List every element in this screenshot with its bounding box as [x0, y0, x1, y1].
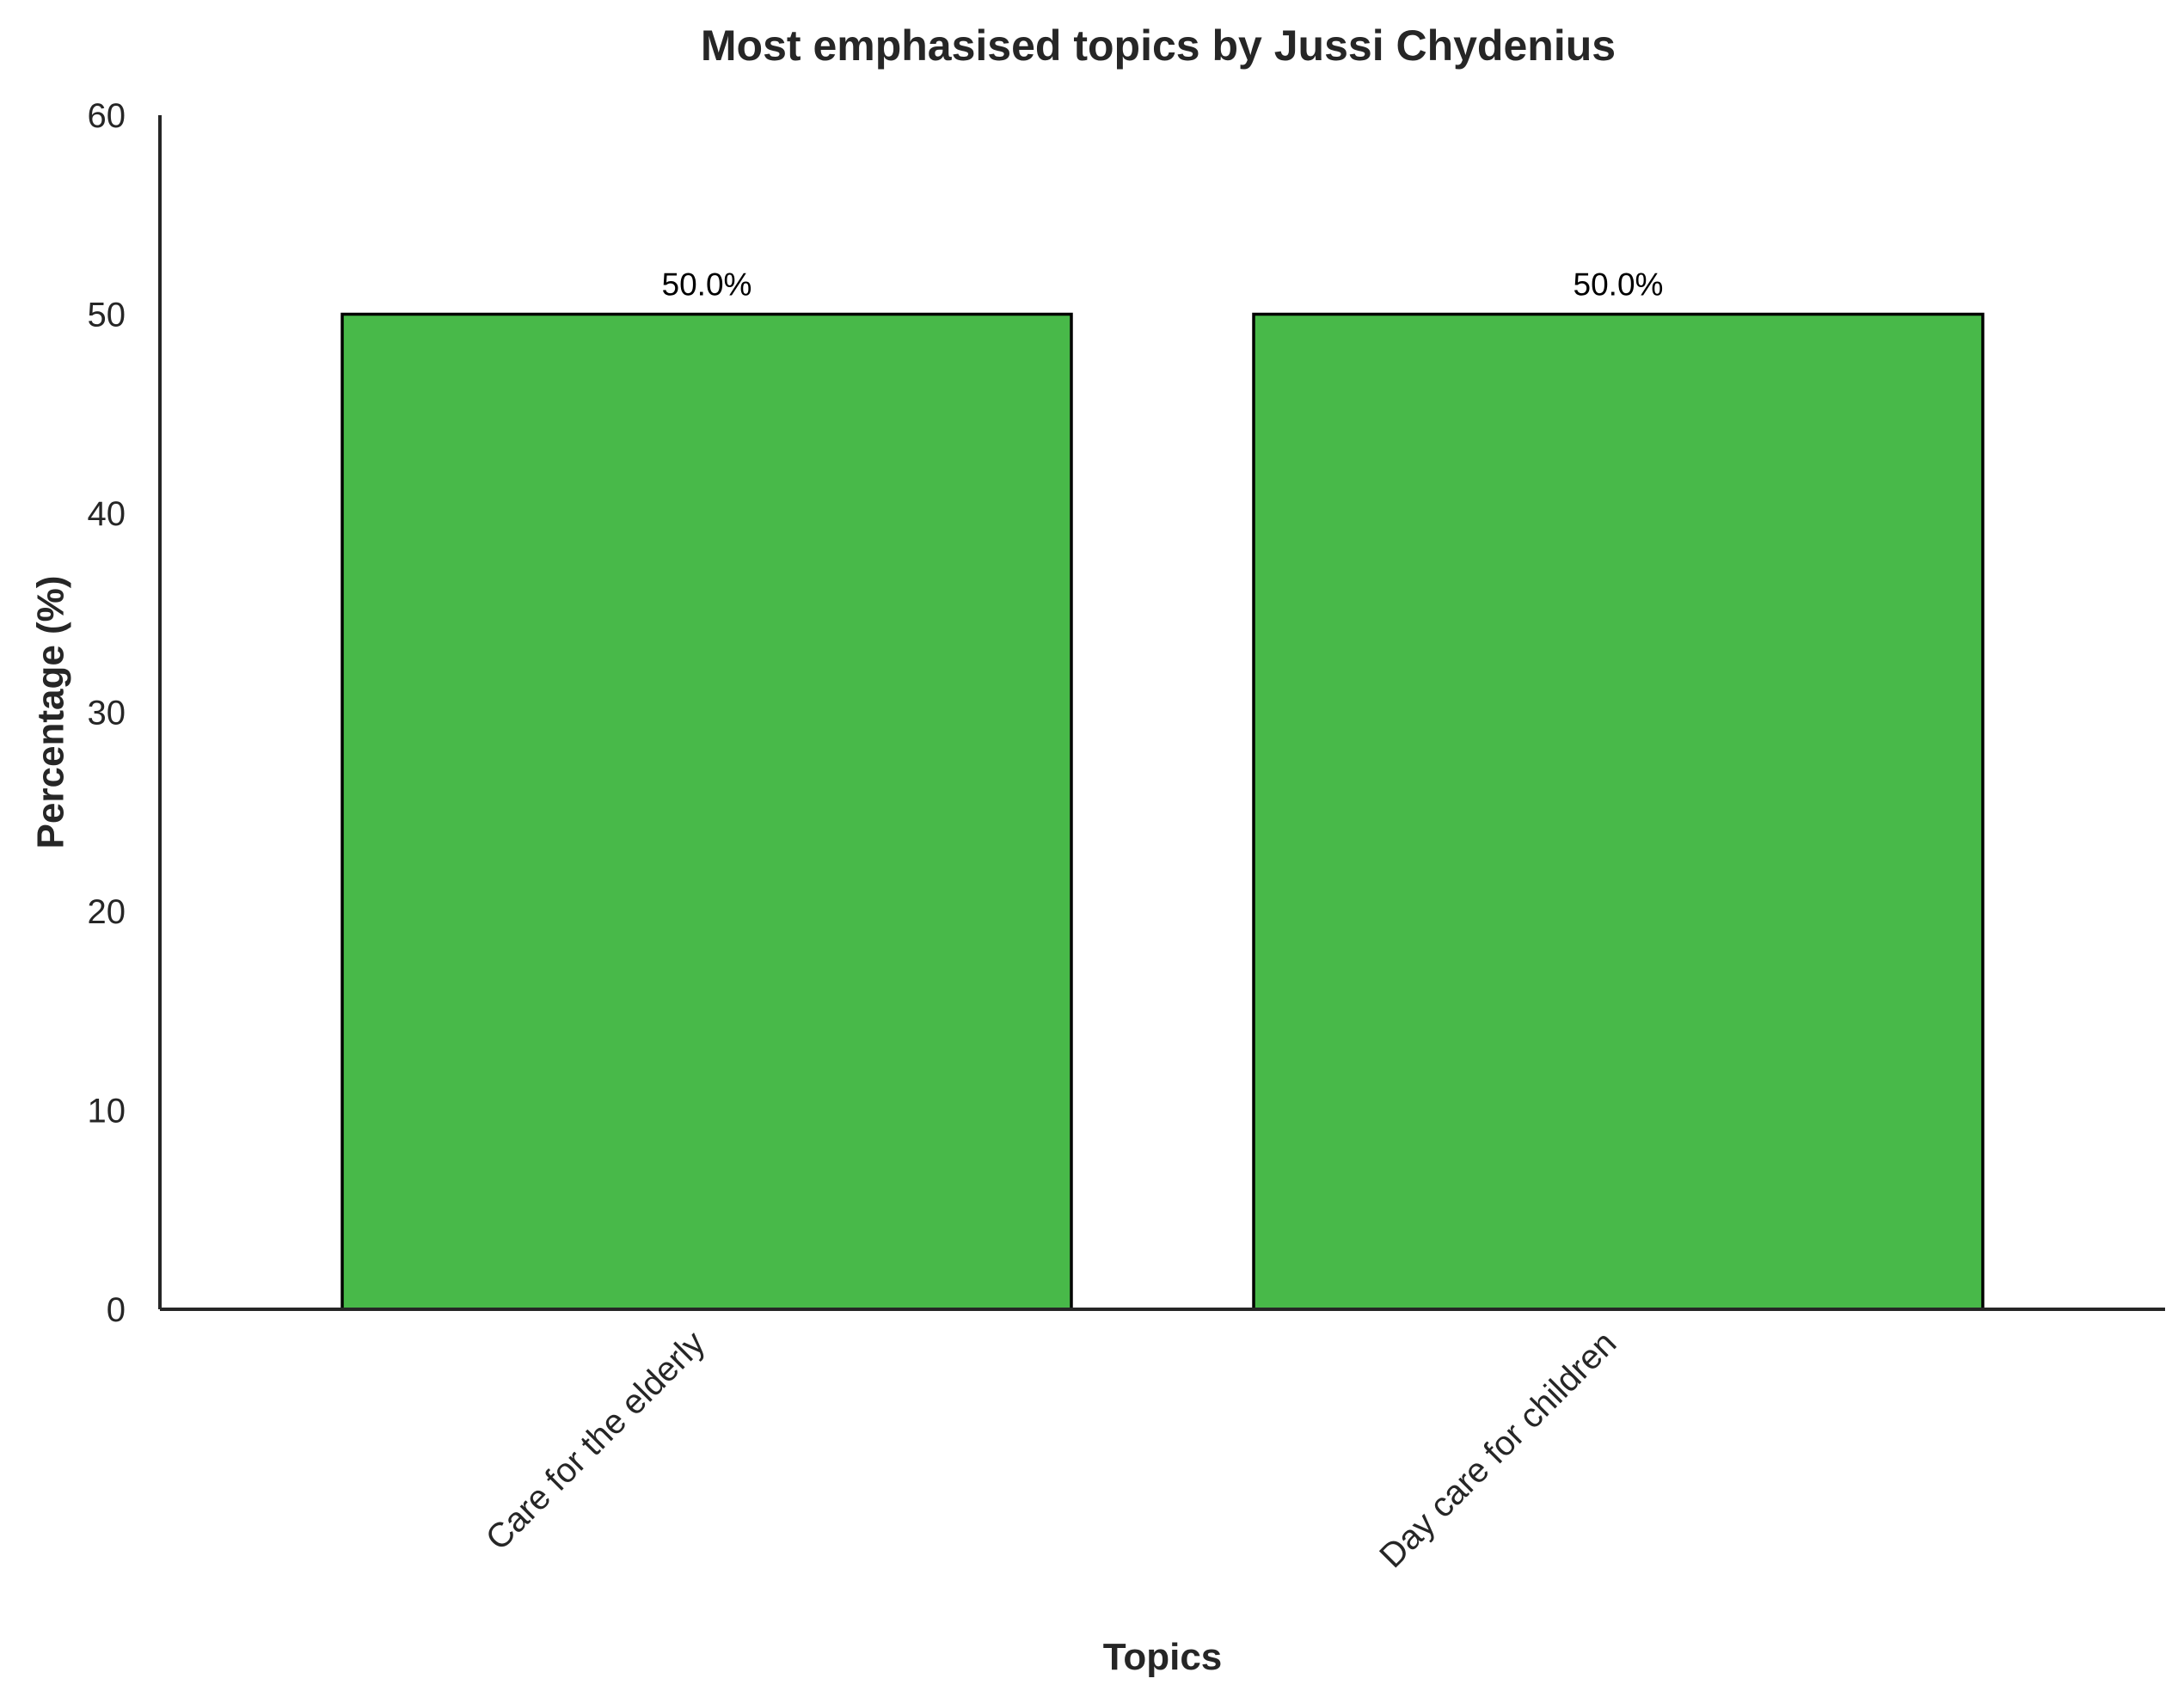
- bars-layer: [340, 312, 1985, 1311]
- y-tick-label: 0: [107, 1291, 126, 1329]
- y-axis-title: Percentage (%): [29, 576, 71, 849]
- bar: [340, 312, 1073, 1311]
- y-tick-label: 10: [88, 1093, 126, 1130]
- y-tick-label: 20: [88, 893, 126, 931]
- y-axis-ticks: 0 10 20 30 40 50 60: [88, 97, 126, 1329]
- y-tick-label: 40: [88, 495, 126, 533]
- x-tick-label: Care for the elderly: [479, 1324, 713, 1558]
- x-tick-label: Day care for children: [1372, 1324, 1623, 1575]
- chart-title: Most emphasised topics by Jussi Chydeniu…: [701, 21, 1616, 70]
- data-labels-layer: 50.0% 50.0%: [662, 267, 1664, 303]
- y-tick-label: 50: [88, 297, 126, 334]
- bar-value-label: 50.0%: [1574, 267, 1664, 303]
- y-tick-label: 60: [88, 97, 126, 135]
- y-tick-label: 30: [88, 695, 126, 732]
- x-axis-title: Topics: [1103, 1636, 1223, 1678]
- bar: [1252, 312, 1985, 1311]
- bar-value-label: 50.0%: [662, 267, 752, 303]
- x-axis-ticks: Care for the elderly Day care for childre…: [479, 1324, 1624, 1575]
